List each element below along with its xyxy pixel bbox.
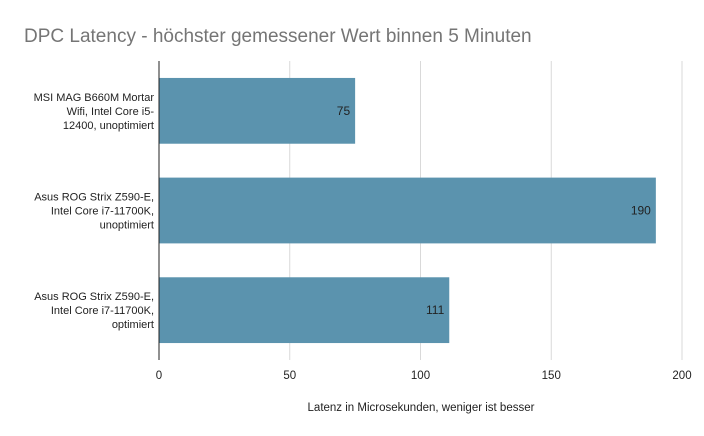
category-label: Asus ROG Strix Z590-E, Intel Core i7-1170… <box>34 192 154 232</box>
category-label-line: Intel Core i7-11700K, <box>51 206 154 218</box>
data-label: 111 <box>426 303 445 317</box>
data-label: 190 <box>631 204 651 218</box>
x-tick-label: 0 <box>156 370 162 382</box>
bar <box>159 177 656 244</box>
x-tick-label: 50 <box>283 370 296 382</box>
category-label-line: Wifi, Intel Core i5- <box>67 106 155 118</box>
category-label-line: Asus ROG Strix Z590-E, <box>34 291 154 303</box>
x-axis-label: Latenz in Microsekunden, weniger ist bes… <box>308 402 535 414</box>
x-tick-label: 200 <box>672 370 691 382</box>
bars: 75 190 111 <box>159 77 656 344</box>
chart-title: DPC Latency - höchster gemessener Wert b… <box>24 26 532 47</box>
data-label: 75 <box>337 104 351 118</box>
x-tick-label: 150 <box>542 370 561 382</box>
category-label-line: unoptimiert <box>100 220 154 232</box>
category-label: Asus ROG Strix Z590-E, Intel Core i7-1170… <box>34 291 154 331</box>
bar <box>159 277 450 344</box>
category-label-line: Intel Core i7-11700K, <box>51 305 154 317</box>
category-label-line: 12400, unoptimiert <box>63 120 154 132</box>
bar <box>159 77 356 144</box>
x-tick-labels: 0 50 100 150 200 <box>156 370 692 382</box>
category-label-line: MSI MAG B660M Mortar <box>34 92 155 104</box>
x-tick-label: 100 <box>411 370 430 382</box>
category-label-line: Asus ROG Strix Z590-E, <box>34 192 154 204</box>
category-label-line: optimiert <box>112 319 154 331</box>
category-labels: MSI MAG B660M Mortar Wifi, Intel Core i5-… <box>34 92 155 331</box>
category-label: MSI MAG B660M Mortar Wifi, Intel Core i5-… <box>34 92 155 132</box>
